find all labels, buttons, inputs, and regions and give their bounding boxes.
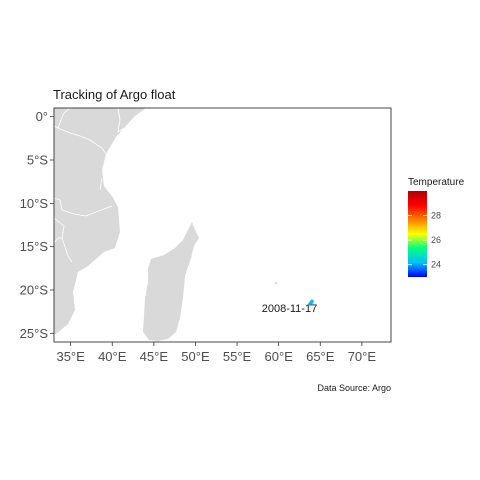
x-tick-label: 50°E bbox=[181, 349, 210, 364]
x-tick-label: 55°E bbox=[223, 349, 252, 364]
temperature-legend: Temperature 24 26 28 bbox=[408, 177, 465, 277]
y-tick-label: 5°S bbox=[27, 153, 48, 168]
y-tick-label: 25°S bbox=[20, 326, 49, 341]
border-line bbox=[117, 107, 125, 133]
float-track bbox=[308, 299, 314, 306]
y-tick-label: 0° bbox=[36, 109, 48, 124]
panel-frame bbox=[53, 107, 392, 343]
mascarene-islands bbox=[275, 282, 277, 284]
date-annotation: 2008-11-17 bbox=[262, 303, 317, 315]
land-layer bbox=[54, 108, 277, 341]
legend-colorbar bbox=[408, 191, 427, 277]
float-point bbox=[310, 299, 314, 304]
legend-tick-label: 24 bbox=[431, 260, 441, 270]
border-line bbox=[53, 197, 113, 217]
x-tick-label: 40°E bbox=[98, 349, 127, 364]
country-borders bbox=[53, 107, 125, 263]
annotation-layer: 2008-11-17 bbox=[262, 303, 317, 315]
y-tick-label: 10°S bbox=[20, 196, 49, 211]
africa-landmass bbox=[54, 108, 146, 334]
caption: Data Source: Argo bbox=[317, 383, 391, 393]
y-axis: 0° 5°S 10°S 15°S 20°S 25°S bbox=[20, 109, 54, 341]
legend-tick-label: 28 bbox=[431, 211, 441, 221]
x-tick-label: 35°E bbox=[56, 349, 85, 364]
y-tick-label: 20°S bbox=[20, 283, 49, 298]
border-line bbox=[57, 127, 107, 155]
legend-title: Temperature bbox=[408, 177, 465, 188]
legend-ticks: 24 26 28 bbox=[408, 211, 441, 270]
x-tick-label: 45°E bbox=[140, 349, 169, 364]
madagascar-landmass bbox=[143, 222, 199, 341]
border-line bbox=[99, 177, 103, 191]
y-tick-label: 15°S bbox=[20, 239, 49, 254]
border-line bbox=[53, 237, 62, 244]
x-tick-label: 70°E bbox=[348, 349, 377, 364]
map-panel: 2008-11-17 bbox=[53, 107, 392, 343]
legend-tick-label: 26 bbox=[431, 235, 441, 245]
border-line bbox=[53, 107, 71, 129]
x-axis: 35°E 40°E 45°E 50°E 55°E 60°E 65°E 70°E bbox=[56, 342, 376, 364]
x-tick-label: 60°E bbox=[264, 349, 293, 364]
x-tick-label: 65°E bbox=[306, 349, 335, 364]
chart-title: Tracking of Argo float bbox=[53, 87, 176, 102]
